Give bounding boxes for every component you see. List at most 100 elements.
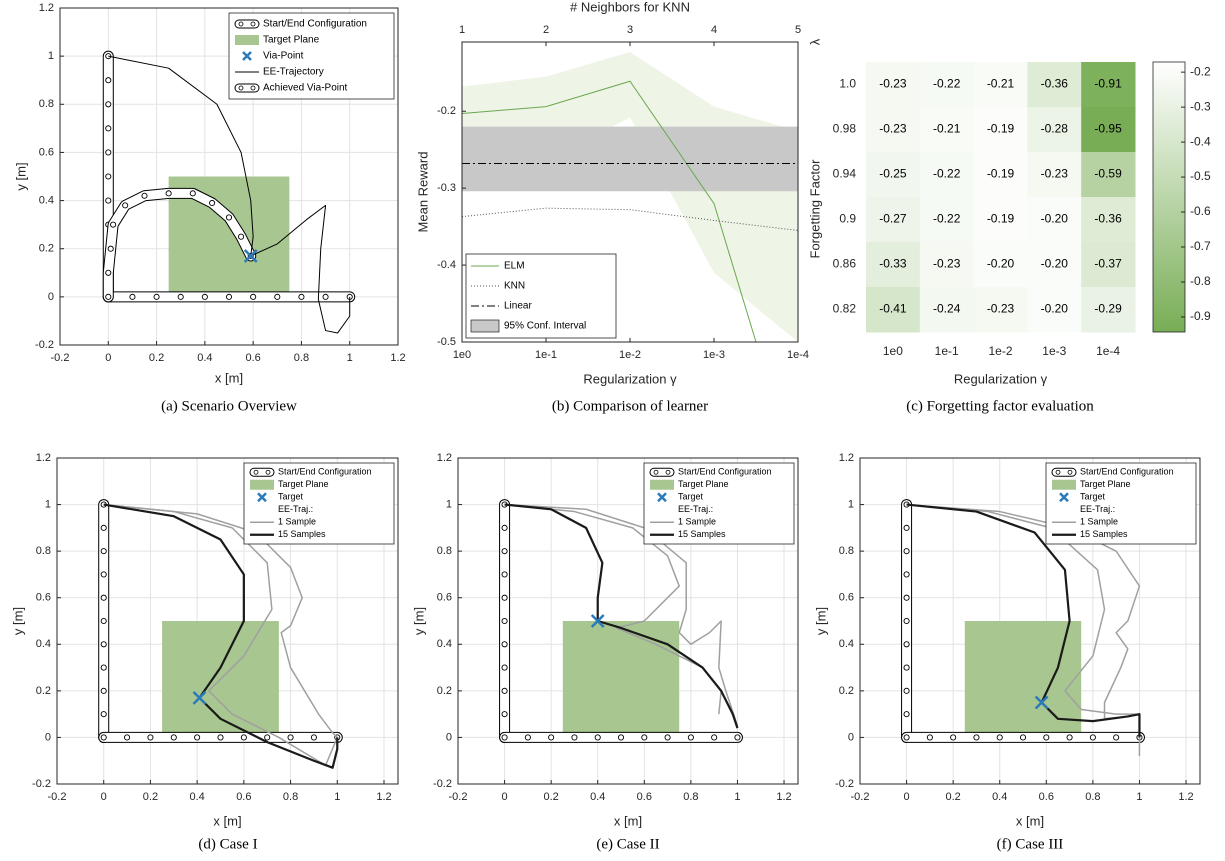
heat-cell: [1081, 287, 1136, 333]
caption: (f) Case III: [997, 836, 1064, 852]
heat-cell: [1081, 197, 1136, 243]
arm-joint: [903, 664, 910, 671]
arm-joint: [903, 594, 910, 601]
x-tick-label: 0: [101, 791, 107, 803]
heat-cell: [1027, 242, 1082, 288]
heat-cell: [1027, 197, 1082, 243]
arm-joint: [100, 734, 107, 741]
x-tick-label: 0.2: [149, 352, 164, 364]
via-point: [192, 690, 207, 705]
arm-joint: [238, 233, 245, 240]
arm-joint: [105, 173, 112, 180]
y-tick-label: -0.2: [433, 778, 452, 790]
cell-label: -0.33: [879, 257, 907, 271]
arm-joint: [201, 293, 208, 300]
cell-label: -0.19: [987, 212, 1015, 226]
x-axis-label: Regularization γ: [583, 371, 677, 386]
caption: (a) Scenario Overview: [161, 398, 297, 414]
arm-joint: [501, 548, 508, 555]
arm-joint: [322, 293, 329, 300]
legend-label: 95% Conf. Interval: [504, 321, 586, 332]
colorbar-tick-label: -0.4: [1190, 134, 1211, 148]
legend-label: Start/End Configuration: [278, 467, 372, 477]
legend-label: 15 Samples: [1080, 529, 1128, 539]
arm-joint: [617, 734, 625, 741]
y-tick-label: 0: [48, 291, 54, 303]
arm-joint: [122, 202, 129, 209]
legend-subheading: EE-Traj.:: [1080, 504, 1115, 514]
caption: (b) Comparison of learner: [552, 398, 708, 414]
cell-label: -0.36: [1094, 212, 1122, 226]
x-axis-label: x [m]: [215, 370, 243, 385]
arm-joint: [903, 524, 910, 531]
arm-joint: [105, 125, 112, 132]
axes-box: [461, 41, 799, 343]
legend-label: EE-Trajectory: [263, 67, 324, 78]
y-axis-label: y [m]: [813, 607, 828, 635]
legend-label: Target Plane: [1080, 479, 1131, 489]
cell-label: -0.23: [987, 302, 1015, 316]
x-tick-label: 1e-1: [535, 349, 557, 361]
trajectory: [504, 503, 739, 729]
arm-joint: [1089, 734, 1096, 741]
legend-symbol: [650, 479, 674, 490]
heat-cell: [973, 197, 1028, 243]
y-tick-label: 0: [446, 731, 452, 743]
caption: (c) Forgetting factor evaluation: [906, 398, 1094, 414]
legend-symbol: [257, 492, 267, 503]
heat-cell: [866, 197, 921, 243]
x-tick-label: 1.2: [376, 791, 391, 803]
x2-tick-label: 1: [459, 24, 465, 36]
y-tick-label: 0.4: [39, 194, 54, 206]
cell-label: -0.22: [933, 167, 961, 181]
colorbar: [1152, 61, 1186, 333]
x-tick-label: 1e-2: [619, 349, 641, 361]
arm-joint: [153, 293, 160, 300]
y-tick-label: 1.2: [36, 452, 51, 464]
heat-cell: [1027, 107, 1082, 153]
legend-symbol: [250, 21, 256, 27]
y-tick-label: -0.4: [437, 259, 456, 271]
x-tick-label: 0.2: [946, 791, 961, 803]
trajectory: [906, 503, 1141, 757]
heat-cell: [919, 287, 975, 333]
legend-label: Start/End Configuration: [263, 19, 367, 30]
y-axis-label: y [m]: [10, 607, 25, 635]
trajectory: [504, 503, 739, 727]
arm-joint: [240, 734, 247, 741]
x-tick-label: 1: [734, 791, 740, 803]
y-tick-label: 0.2: [39, 243, 54, 255]
arm-joint: [501, 641, 508, 648]
arm-joint: [687, 734, 694, 741]
x-tick-label: 1: [1136, 791, 1142, 803]
legend-label: 1 Sample: [1080, 517, 1118, 527]
arm-joint: [641, 734, 648, 741]
legend-label: Start/End Configuration: [1080, 467, 1174, 477]
heat-cell: [1081, 62, 1136, 108]
x-tick-label: 0.4: [197, 352, 212, 364]
heat-cell: [1081, 242, 1136, 288]
legend-label: Target: [678, 492, 704, 502]
arm-body: [103, 188, 256, 302]
heat-cell: [1027, 152, 1082, 198]
target-plane: [562, 621, 680, 738]
arm-joint: [100, 617, 107, 625]
heat-cell: [973, 107, 1028, 153]
cell-label: -0.29: [1094, 302, 1122, 316]
cell-label: -0.23: [1041, 167, 1069, 181]
arm-joint: [926, 734, 933, 741]
x-tick-label: 1.2: [1178, 791, 1193, 803]
heat-cell: [973, 152, 1028, 198]
arm-joint: [141, 192, 148, 199]
x-tick-label: 0.6: [245, 352, 260, 364]
y-tick-label: 1.2: [437, 452, 452, 464]
heat-cell: [1081, 107, 1136, 153]
arm-joint: [524, 734, 531, 741]
cell-label: -0.36: [1041, 77, 1069, 91]
arm-joint: [594, 734, 601, 741]
arm-joint: [950, 734, 957, 741]
arm-joint: [107, 245, 114, 252]
y-tick-label: 0.94: [833, 167, 857, 181]
cell-label: -0.25: [879, 167, 907, 181]
x-tick-label: 1e-3: [1042, 344, 1066, 358]
